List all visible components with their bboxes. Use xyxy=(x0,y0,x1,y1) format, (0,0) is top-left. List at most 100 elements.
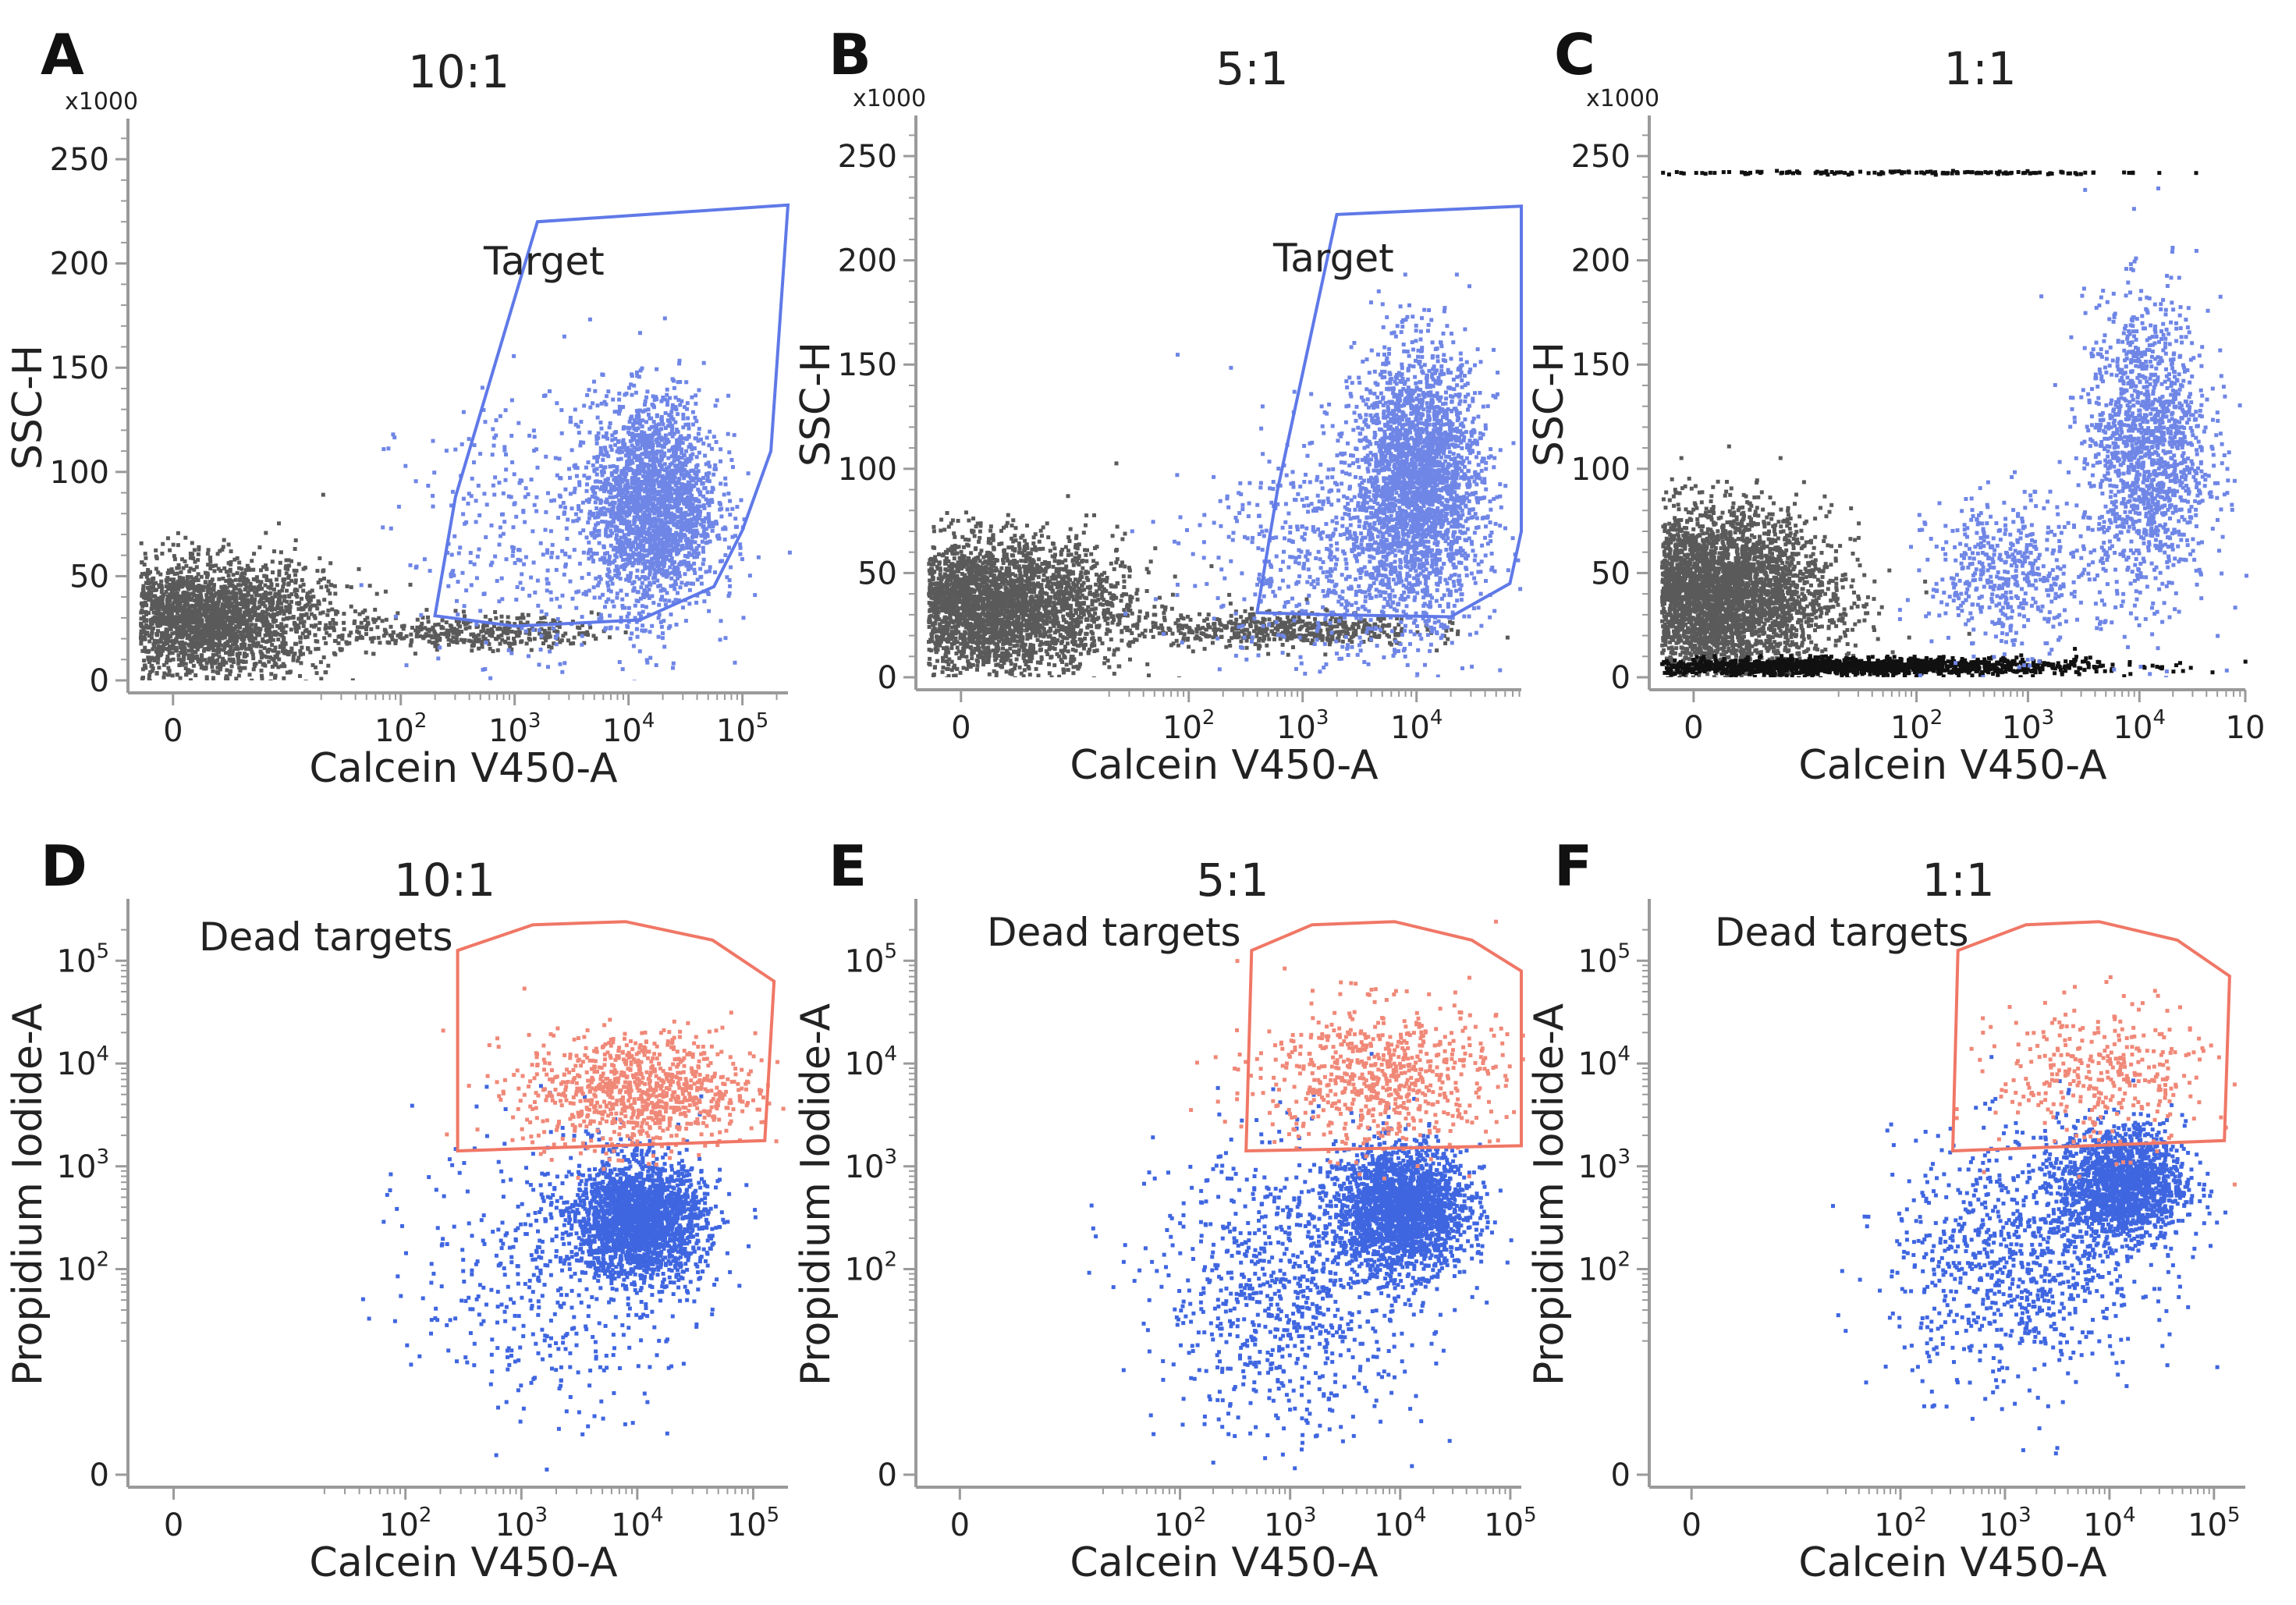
event-dot xyxy=(658,513,663,517)
event-dot xyxy=(165,673,170,677)
event-dot xyxy=(149,636,154,641)
event-dot xyxy=(644,395,648,399)
event-dot xyxy=(519,616,523,620)
event-dot xyxy=(318,660,323,665)
event-dot xyxy=(704,462,708,467)
event-dot xyxy=(676,380,680,385)
event-dot xyxy=(169,584,174,588)
event-dot xyxy=(719,459,722,463)
event-dot xyxy=(393,614,398,619)
event-dot xyxy=(653,553,658,558)
event-dot xyxy=(591,401,595,406)
event-dot xyxy=(183,593,188,598)
event-dot xyxy=(215,658,220,662)
event-dot xyxy=(185,617,190,622)
event-dot xyxy=(663,572,668,576)
event-dot xyxy=(646,412,651,417)
event-dot xyxy=(671,417,676,421)
event-dot xyxy=(683,520,688,525)
event-dot xyxy=(211,637,215,642)
event-dot xyxy=(172,572,177,577)
event-dot xyxy=(146,655,151,660)
event-dot xyxy=(603,520,608,524)
event-dot xyxy=(609,486,613,491)
event-dot xyxy=(325,613,330,617)
event-dot xyxy=(148,658,152,662)
event-dot xyxy=(218,621,222,625)
event-dot xyxy=(595,511,600,516)
event-dot xyxy=(634,620,639,624)
event-dot xyxy=(626,605,631,610)
event-dot xyxy=(597,528,602,533)
event-dot xyxy=(242,659,246,664)
event-dot xyxy=(273,630,277,634)
event-dot xyxy=(657,432,662,437)
event-dot xyxy=(598,421,603,424)
event-dot xyxy=(183,641,187,646)
event-dot xyxy=(672,488,677,492)
event-dot xyxy=(285,616,289,621)
event-dot xyxy=(453,609,458,613)
event-dot xyxy=(630,392,634,397)
event-dot xyxy=(695,504,700,509)
event-dot xyxy=(707,569,712,573)
event-dot xyxy=(619,469,624,474)
event-dot xyxy=(679,528,683,533)
event-dot xyxy=(608,502,612,507)
event-dot xyxy=(694,475,699,480)
event-dot xyxy=(229,579,234,584)
event-dot xyxy=(619,505,623,510)
event-dot xyxy=(626,425,630,430)
event-dot xyxy=(624,527,629,531)
event-dot xyxy=(365,616,370,620)
event-dot xyxy=(321,569,325,573)
event-dot xyxy=(296,659,300,663)
event-dot xyxy=(600,485,604,489)
event-dot xyxy=(187,593,192,598)
event-dot xyxy=(602,446,607,450)
event-dot xyxy=(670,520,675,524)
event-dot xyxy=(617,491,622,495)
event-dot xyxy=(231,648,235,653)
event-dot xyxy=(293,581,298,585)
event-dot xyxy=(284,571,289,576)
event-dot xyxy=(656,443,660,448)
event-dot xyxy=(296,655,301,660)
event-dot xyxy=(279,550,283,555)
event-dot xyxy=(264,595,268,600)
event-dot xyxy=(165,647,170,652)
event-dot xyxy=(642,515,647,520)
event-dot xyxy=(156,629,160,634)
event-dot xyxy=(592,595,597,600)
event-dot xyxy=(196,578,201,583)
event-dot xyxy=(587,497,592,502)
event-dot xyxy=(667,503,672,508)
event-dot xyxy=(669,447,674,452)
event-dot xyxy=(190,626,195,630)
event-dot xyxy=(608,626,612,630)
event-dot xyxy=(604,532,609,537)
event-dot xyxy=(291,655,296,659)
event-dot xyxy=(150,577,154,581)
event-dot xyxy=(685,542,690,546)
event-dot xyxy=(374,618,378,623)
event-dot xyxy=(591,634,596,638)
event-dot xyxy=(643,443,648,448)
event-dot xyxy=(652,471,657,475)
event-dot xyxy=(682,532,687,537)
event-dot xyxy=(594,472,599,477)
event-dot xyxy=(650,594,655,598)
event-dot xyxy=(632,515,637,520)
event-dot xyxy=(454,619,459,623)
event-dot xyxy=(332,651,336,655)
event-dot xyxy=(249,647,254,652)
event-dot xyxy=(222,587,226,591)
event-dot xyxy=(172,616,177,621)
event-dot xyxy=(700,539,704,544)
event-dot xyxy=(225,668,229,673)
event-dot xyxy=(243,605,247,609)
event-dot xyxy=(672,501,677,506)
event-dot xyxy=(643,549,648,553)
event-dot xyxy=(577,504,580,509)
